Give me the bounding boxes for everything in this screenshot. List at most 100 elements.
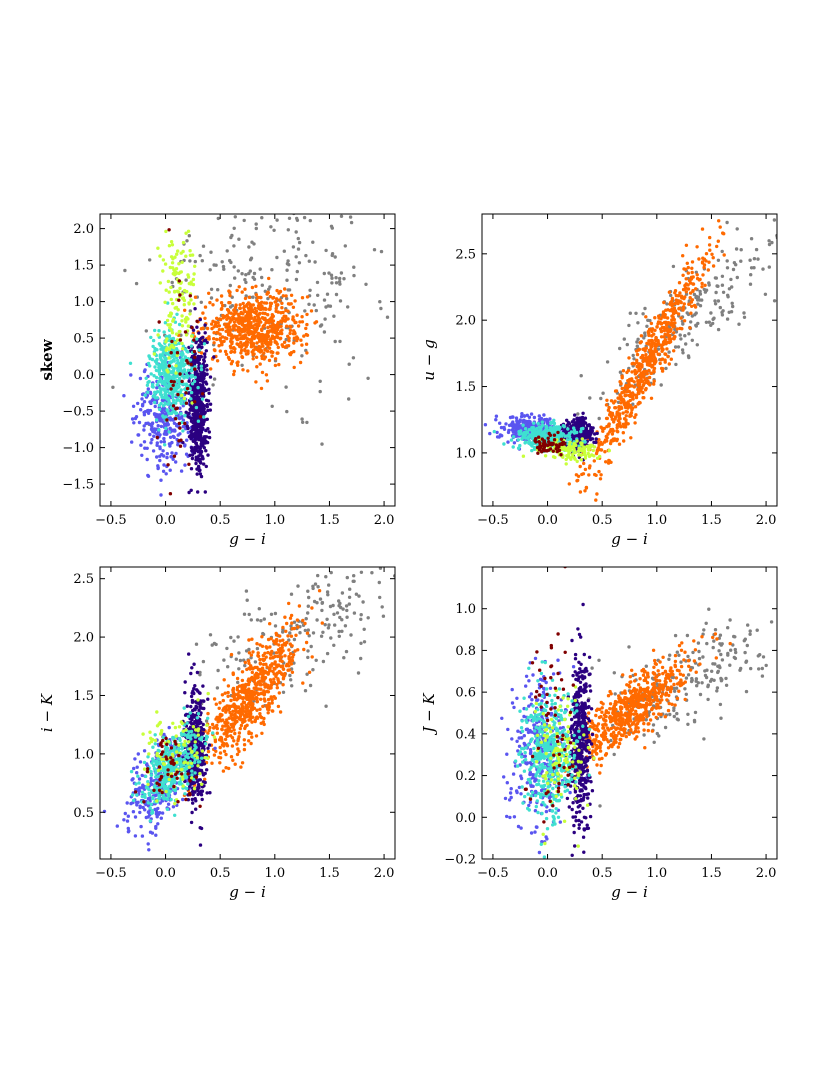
- data-point-gray: [676, 345, 681, 349]
- data-point-gray: [681, 322, 685, 326]
- data-point-orange: [659, 322, 664, 326]
- data-point-orange: [610, 432, 615, 436]
- data-point-orange: [256, 651, 260, 655]
- data-point-orange: [637, 401, 641, 406]
- data-point-cyan: [193, 375, 197, 379]
- data-point-gray: [754, 247, 759, 252]
- data-point-gray: [311, 668, 315, 672]
- data-point-gray: [359, 617, 363, 621]
- data-point-lime: [592, 454, 596, 458]
- data-point-lime: [607, 448, 611, 453]
- data-point-blue: [143, 368, 147, 372]
- data-point-indigo: [203, 323, 207, 327]
- data-point-gray: [287, 638, 291, 642]
- data-point-orange: [260, 731, 264, 735]
- data-point-indigo: [191, 439, 195, 443]
- data-point-orange: [299, 338, 303, 342]
- data-point-gray: [339, 605, 343, 610]
- data-point-cyan: [166, 409, 170, 413]
- data-point-blue: [142, 413, 147, 417]
- data-point-indigo: [201, 439, 206, 443]
- data-point-orange: [304, 342, 309, 346]
- data-point-orange: [309, 309, 314, 313]
- data-point-blue: [146, 411, 151, 415]
- data-point-orange: [653, 349, 657, 354]
- data-point-blue: [180, 414, 184, 419]
- data-point-gray: [734, 247, 739, 251]
- data-point-cyan: [543, 429, 547, 434]
- data-point-gray: [334, 276, 338, 280]
- data-point-orange: [244, 345, 248, 349]
- data-point-orange: [260, 356, 264, 361]
- data-point-orange: [684, 290, 688, 294]
- data-point-gray: [236, 680, 240, 685]
- data-point-gray: [229, 635, 233, 640]
- data-point-orange: [647, 363, 652, 367]
- data-point-orange: [254, 284, 258, 288]
- data-point-orange: [232, 320, 237, 324]
- data-point-darkred: [537, 448, 542, 452]
- data-point-lime: [586, 451, 590, 456]
- data-point-indigo: [203, 411, 207, 415]
- data-point-orange: [218, 701, 222, 705]
- data-point-orange: [274, 309, 278, 313]
- y-tick-label: 1.5: [73, 259, 94, 274]
- data-point-orange: [246, 306, 251, 310]
- data-point-gray: [756, 257, 760, 261]
- data-point-orange: [304, 640, 309, 645]
- data-point-cyan: [196, 419, 201, 423]
- y-tick-label: 0.0: [73, 368, 94, 383]
- data-point-gray: [295, 269, 299, 274]
- data-point-lime: [180, 341, 184, 346]
- data-point-orange: [259, 386, 264, 391]
- data-point-gray: [328, 304, 333, 308]
- data-point-gray: [645, 324, 649, 328]
- data-point-gray: [742, 315, 747, 319]
- data-point-blue: [168, 416, 172, 421]
- data-point-orange: [301, 681, 305, 685]
- data-point-orange: [618, 393, 622, 397]
- data-point-lime: [577, 453, 581, 457]
- data-point-orange: [609, 439, 613, 443]
- data-point-darkred: [548, 433, 553, 437]
- data-point-lime: [167, 356, 171, 360]
- data-point-lime: [167, 244, 172, 248]
- data-point-orange: [258, 707, 262, 711]
- data-point-blue: [514, 430, 518, 434]
- data-point-orange: [260, 316, 265, 320]
- data-point-orange: [286, 334, 290, 338]
- data-point-gray: [698, 298, 702, 302]
- data-point-orange: [675, 327, 679, 331]
- data-point-orange: [284, 317, 288, 322]
- data-point-gray: [694, 324, 698, 328]
- data-point-orange: [260, 342, 264, 346]
- data-point-gray: [314, 308, 318, 313]
- data-point-gray: [720, 283, 725, 287]
- data-point-cyan: [511, 435, 516, 439]
- data-point-lime: [176, 249, 180, 253]
- data-point-orange: [282, 314, 286, 318]
- data-point-orange: [244, 336, 248, 340]
- data-point-cyan: [156, 380, 161, 384]
- data-point-blue: [512, 441, 517, 445]
- data-point-orange: [228, 331, 232, 336]
- data-point-cyan: [157, 403, 162, 407]
- data-point-blue: [548, 417, 552, 421]
- data-point-gray: [342, 656, 346, 660]
- data-point-orange: [632, 380, 636, 384]
- data-point-cyan: [170, 375, 175, 379]
- panel-skew-vs-g-i: −0.5 0.0 0.5 1.0 1.5 2.0−1.5−1.0−0.50.00.51.0…: [38, 213, 396, 548]
- data-point-orange: [592, 459, 596, 463]
- data-point-lime: [170, 261, 175, 265]
- data-point-gray: [359, 656, 363, 661]
- data-point-indigo: [194, 390, 199, 394]
- data-point-darkred: [166, 463, 170, 467]
- data-point-indigo: [201, 385, 205, 389]
- data-point-blue: [515, 419, 519, 423]
- data-point-blue: [542, 418, 547, 422]
- data-point-cyan: [523, 436, 528, 440]
- data-point-cyan: [159, 358, 163, 362]
- data-point-blue: [136, 401, 140, 406]
- data-point-cyan: [190, 366, 194, 370]
- data-point-cyan: [155, 396, 159, 400]
